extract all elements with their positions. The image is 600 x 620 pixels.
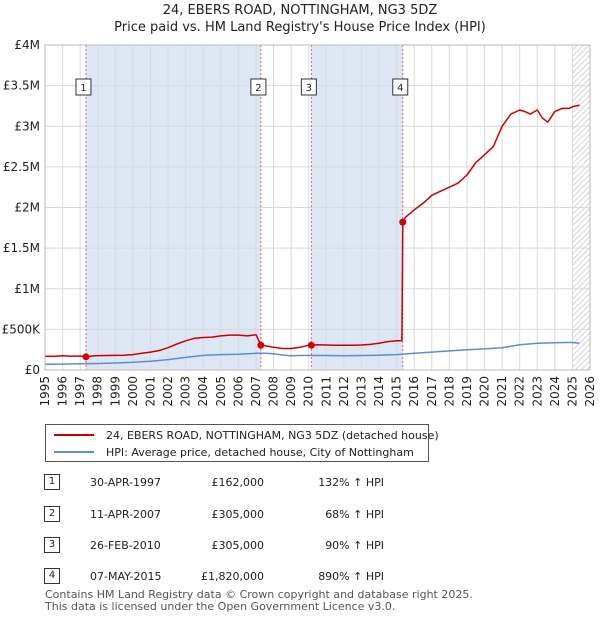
property-price-line bbox=[44, 104, 580, 358]
x-tick-label: 2020 bbox=[478, 376, 492, 407]
sale-date: 11-APR-2007 bbox=[90, 508, 162, 521]
legend-label-property: 24, EBERS ROAD, NOTTINGHAM, NG3 5DZ (det… bbox=[106, 428, 439, 442]
x-tick-label: 2023 bbox=[530, 376, 544, 407]
y-tick-label: £0 bbox=[25, 363, 40, 377]
sale-point bbox=[257, 341, 265, 349]
sale-number-badge: 3 bbox=[44, 537, 60, 553]
x-tick-label: 2025 bbox=[565, 376, 579, 407]
footer-licence: This data is licensed under the Open Gov… bbox=[45, 600, 396, 613]
sale-date: 30-APR-1997 bbox=[90, 476, 162, 489]
x-tick-label: 1998 bbox=[91, 376, 105, 407]
chart-title: 24, EBERS ROAD, NOTTINGHAM, NG3 5DZ bbox=[163, 3, 438, 18]
legend-swatch-property bbox=[54, 434, 94, 436]
table-row: 1 30-APR-1997 £162,000 132% ↑ HPI bbox=[44, 474, 384, 492]
y-tick-label: £500K bbox=[2, 322, 42, 336]
sale-marker-box bbox=[392, 78, 409, 96]
x-tick-label: 2019 bbox=[460, 376, 474, 407]
x-tick-label: 1996 bbox=[56, 376, 70, 407]
x-tick-label: 2004 bbox=[196, 376, 210, 407]
x-tick-label: 2013 bbox=[354, 376, 368, 407]
y-tick-label: £2M bbox=[14, 201, 40, 215]
x-tick-label: 2000 bbox=[126, 376, 140, 407]
sale-marker-box bbox=[250, 78, 267, 96]
sale-hpi-change: 68% ↑ HPI bbox=[325, 508, 384, 521]
x-tick-label: 2021 bbox=[495, 376, 509, 407]
sale-price: £162,000 bbox=[211, 476, 265, 489]
x-tick-label: 2006 bbox=[231, 376, 245, 407]
sale-marker-label: 3 bbox=[306, 83, 312, 94]
footer-copyright: Contains HM Land Registry data © Crown c… bbox=[45, 588, 473, 601]
x-tick-label: 2002 bbox=[161, 376, 175, 407]
x-tick-label: 2024 bbox=[548, 376, 562, 407]
x-tick-label: 2015 bbox=[390, 376, 404, 407]
sale-marker-label: 1 bbox=[80, 83, 86, 94]
x-tick-label: 2010 bbox=[302, 376, 316, 407]
x-tick-label: 1997 bbox=[73, 376, 87, 407]
x-tick-label: 2016 bbox=[407, 376, 421, 407]
x-tick-label: 2007 bbox=[249, 376, 263, 407]
sale-hpi-change: 90% ↑ HPI bbox=[325, 539, 384, 552]
sale-date: 07-MAY-2015 bbox=[90, 570, 162, 583]
sale-date: 26-FEB-2010 bbox=[90, 539, 161, 552]
legend-item-hpi: HPI: Average price, detached house, City… bbox=[54, 444, 414, 460]
y-tick-label: £1.5M bbox=[3, 241, 40, 255]
sale-number-badge: 4 bbox=[44, 568, 60, 584]
legend-swatch-hpi bbox=[54, 451, 94, 453]
table-row: 2 11-APR-2007 £305,000 68% ↑ HPI bbox=[44, 506, 384, 524]
table-row: 4 07-MAY-2015 £1,820,000 890% ↑ HPI bbox=[44, 568, 384, 586]
x-tick-label: 2026 bbox=[583, 376, 597, 407]
sale-marker-label: 4 bbox=[397, 83, 403, 94]
plot-border bbox=[44, 44, 591, 371]
x-tick-label: 2011 bbox=[319, 376, 333, 407]
legend-label-hpi: HPI: Average price, detached house, City… bbox=[106, 445, 414, 459]
x-tick-label: 2022 bbox=[513, 376, 527, 407]
legend-item-property: 24, EBERS ROAD, NOTTINGHAM, NG3 5DZ (det… bbox=[54, 427, 439, 443]
x-tick-label: 2009 bbox=[284, 376, 298, 407]
x-tick-label: 2005 bbox=[214, 376, 228, 407]
y-tick-label: £3M bbox=[14, 119, 40, 133]
y-tick-label: £3.5M bbox=[3, 79, 40, 93]
sale-price: £305,000 bbox=[211, 508, 265, 521]
x-tick-label: 2008 bbox=[267, 376, 281, 407]
x-tick-label: 2001 bbox=[143, 376, 157, 407]
sale-hpi-change: 890% ↑ HPI bbox=[318, 570, 384, 583]
sale-number-badge: 2 bbox=[44, 506, 60, 522]
sale-number-badge: 1 bbox=[44, 474, 60, 490]
x-tick-label: 2012 bbox=[337, 376, 351, 407]
sale-marker-label: 2 bbox=[255, 83, 261, 94]
sale-marker-box bbox=[75, 78, 92, 96]
sale-hpi-change: 132% ↑ HPI bbox=[318, 476, 384, 489]
sale-point bbox=[82, 353, 90, 361]
sale-price: £305,000 bbox=[211, 539, 265, 552]
sale-point bbox=[307, 341, 315, 349]
plot-area: 1 2 3 4 £0 £500K £1M £1.5M £2M £2.5M £3M £3.5M £4M 19… bbox=[2, 38, 597, 407]
x-tick-label: 2018 bbox=[442, 376, 456, 407]
x-tick-label: 2017 bbox=[425, 376, 439, 407]
table-row: 3 26-FEB-2010 £305,000 90% ↑ HPI bbox=[44, 537, 384, 555]
y-tick-label: £1M bbox=[14, 282, 40, 296]
x-tick-label: 1995 bbox=[38, 376, 52, 407]
price-chart: 24, EBERS ROAD, NOTTINGHAM, NG3 5DZ Pric… bbox=[2, 3, 597, 407]
y-tick-label: £2.5M bbox=[3, 160, 40, 174]
y-tick-label: £4M bbox=[14, 38, 40, 52]
hpi-line bbox=[44, 341, 580, 366]
chart-subtitle: Price paid vs. HM Land Registry's House … bbox=[114, 20, 486, 35]
legend: 24, EBERS ROAD, NOTTINGHAM, NG3 5DZ (det… bbox=[45, 424, 439, 462]
footer: Contains HM Land Registry data © Crown c… bbox=[45, 589, 473, 613]
sale-price: £1,820,000 bbox=[201, 570, 264, 583]
x-tick-label: 1999 bbox=[108, 376, 122, 407]
sale-marker-box bbox=[300, 78, 317, 96]
x-tick-label: 2014 bbox=[372, 376, 386, 407]
sale-point bbox=[399, 218, 407, 226]
x-tick-label: 2003 bbox=[179, 376, 193, 407]
